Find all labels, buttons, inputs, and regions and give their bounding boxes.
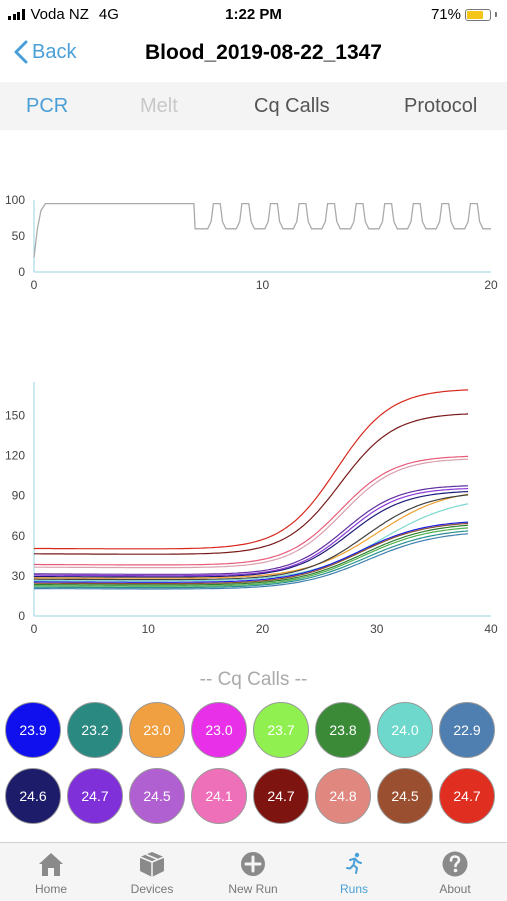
x-tick-label: 10 — [142, 622, 156, 636]
y-tick-label: 100 — [5, 193, 25, 207]
amplification-series-line — [34, 522, 469, 585]
cq-call-circle[interactable]: 24.6 — [5, 768, 61, 824]
amplification-series-line — [34, 491, 469, 578]
temperature-profile-chart: 0 10 20 0 50 100 — [5, 193, 498, 292]
cq-call-circle[interactable]: 24.7 — [253, 768, 309, 824]
tab-melt[interactable]: Melt — [140, 95, 178, 117]
battery-percent: 71% — [430, 6, 461, 23]
carrier-label: Voda NZ — [30, 6, 89, 23]
x-tick-label: 0 — [31, 622, 38, 636]
tabbar-about[interactable]: About — [405, 843, 505, 901]
y-tick-label: 0 — [18, 609, 25, 623]
tabbar-new-run[interactable]: New Run — [203, 843, 303, 901]
status-left: Voda NZ 4G — [8, 6, 119, 23]
box-icon — [139, 852, 165, 877]
cq-call-circle[interactable]: 24.8 — [315, 768, 371, 824]
cq-calls-title: -- Cq Calls -- — [199, 669, 308, 690]
tab-pcr[interactable]: PCR — [26, 95, 69, 117]
signal-icon — [8, 9, 25, 20]
amplification-series-line — [33, 530, 469, 589]
question-circle-icon — [442, 851, 468, 877]
amplification-series-line — [34, 413, 469, 555]
cq-call-circle[interactable]: 23.2 — [67, 702, 123, 758]
tabbar-new-run-label: New Run — [228, 882, 278, 896]
amplification-chart: 0 10 20 30 40 0 30 60 90 120 150 — [5, 382, 498, 636]
tab-cq-calls[interactable]: Cq Calls — [254, 95, 330, 117]
x-tick-label: 0 — [31, 278, 38, 292]
cq-call-circle[interactable]: 23.8 — [315, 702, 371, 758]
battery-icon — [465, 8, 491, 21]
y-tick-label: 120 — [5, 449, 25, 463]
plus-circle-icon — [241, 852, 265, 876]
page-title: Blood_2019-08-22_1347 — [145, 41, 382, 64]
runner-icon — [346, 852, 362, 874]
bottom-tab-bar: Home Devices New Run Runs About — [0, 842, 507, 901]
x-tick-label: 10 — [256, 278, 270, 292]
tabbar-runs[interactable]: Runs — [304, 843, 404, 901]
x-tick-label: 20 — [256, 622, 270, 636]
status-bar: Voda NZ 4G 1:22 PM 71% — [0, 0, 507, 30]
temperature-series-line — [33, 202, 491, 258]
cq-call-circle[interactable]: 24.7 — [439, 768, 495, 824]
status-right: 71% — [431, 6, 497, 23]
view-tabs: PCR Melt Cq Calls Protocol — [0, 82, 507, 130]
amplification-series-line — [34, 455, 469, 566]
cq-call-circle[interactable]: 24.1 — [191, 768, 247, 824]
battery-cap — [495, 12, 497, 17]
y-tick-label: 90 — [12, 489, 26, 503]
tabbar-devices[interactable]: Devices — [102, 843, 202, 901]
cq-call-circle[interactable]: 24.5 — [377, 768, 433, 824]
cq-call-circle[interactable]: 24.0 — [377, 702, 433, 758]
y-tick-label: 150 — [5, 408, 25, 422]
tab-protocol[interactable]: Protocol — [404, 95, 478, 117]
amplification-series-line — [34, 493, 469, 579]
tabbar-home-label: Home — [34, 882, 67, 896]
network-label: 4G — [98, 6, 119, 23]
cq-call-circle[interactable]: 24.7 — [67, 768, 123, 824]
amplification-series-line — [34, 521, 469, 583]
y-tick-label: 0 — [18, 265, 25, 279]
amplification-series-line — [34, 485, 469, 575]
y-tick-label: 30 — [12, 569, 26, 583]
amplification-series-line — [34, 524, 469, 586]
navigation-bar: Back Blood_2019-08-22_1347 — [0, 30, 507, 78]
house-icon — [39, 853, 63, 876]
amplification-series-line — [34, 527, 469, 587]
back-label: Back — [32, 40, 77, 63]
cq-call-circle[interactable]: 23.0 — [191, 702, 247, 758]
x-tick-label: 20 — [484, 278, 498, 292]
x-tick-label: 40 — [484, 622, 498, 636]
amplification-series-line — [34, 458, 469, 569]
y-tick-label: 50 — [12, 229, 26, 243]
tabbar-devices-label: Devices — [130, 882, 174, 896]
tabbar-runs-label: Runs — [339, 882, 368, 896]
cq-call-circle[interactable]: 23.9 — [5, 702, 61, 758]
y-tick-label: 60 — [12, 529, 26, 543]
amplification-series-line — [34, 503, 469, 582]
amplification-series-line — [34, 488, 469, 577]
chevron-left-icon — [14, 40, 28, 64]
amplification-series-line — [34, 389, 469, 550]
tabbar-about-label: About — [439, 882, 471, 896]
status-time: 1:22 PM — [225, 6, 282, 23]
cq-call-circle[interactable]: 24.5 — [129, 768, 185, 824]
cq-call-circle[interactable]: 22.9 — [439, 702, 495, 758]
amplification-series-line — [34, 494, 469, 581]
back-button[interactable]: Back — [14, 40, 76, 64]
tabbar-home[interactable]: Home — [1, 843, 101, 901]
cq-call-circle[interactable]: 23.0 — [129, 702, 185, 758]
amplification-series-line — [34, 533, 469, 590]
x-tick-label: 30 — [370, 622, 384, 636]
cq-call-circle[interactable]: 23.7 — [253, 702, 309, 758]
